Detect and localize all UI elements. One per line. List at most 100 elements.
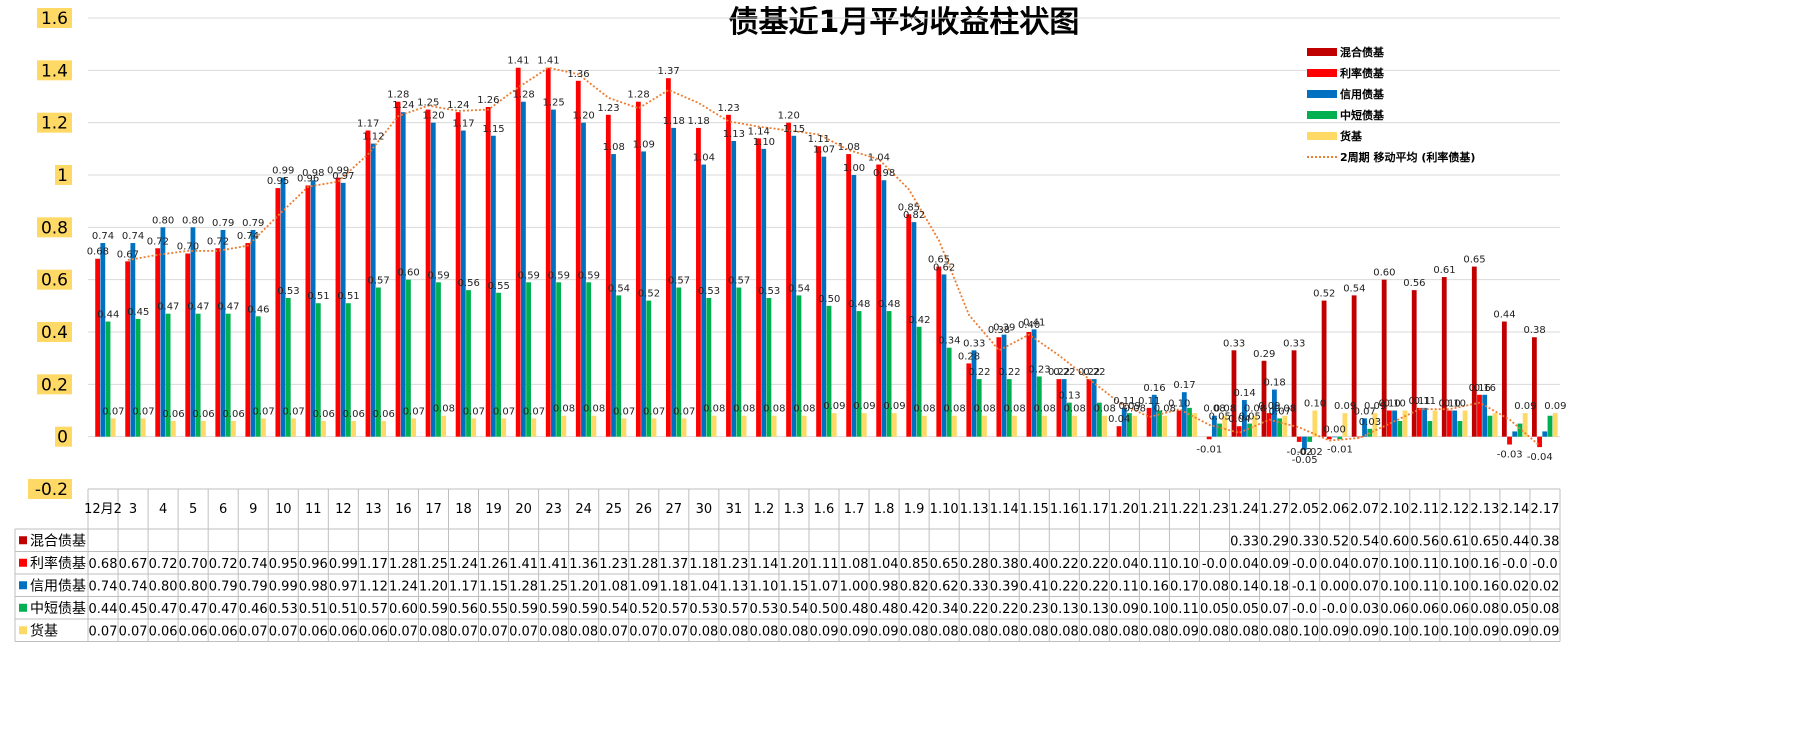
y-tick-highlight <box>37 374 72 395</box>
table-cell: 0.56 <box>1410 534 1439 549</box>
bar <box>886 311 892 437</box>
y-tick-label: 0.2 <box>41 375 68 395</box>
bar <box>635 101 641 437</box>
legend-swatch <box>1307 111 1337 119</box>
data-label: 0.22 <box>1053 367 1075 378</box>
bar <box>531 418 537 437</box>
table-cell: 0.10 <box>1290 624 1319 639</box>
table-cell: -0.0 <box>1502 557 1527 572</box>
bar <box>921 415 927 437</box>
data-label: 0.08 <box>1094 404 1116 415</box>
table-cell: 0.07 <box>509 624 538 639</box>
x-tick-label: 2.17 <box>1531 502 1560 517</box>
y-tick-highlight <box>37 269 72 290</box>
data-label: 0.61 <box>1433 265 1455 276</box>
x-tick-label: 1.9 <box>904 502 925 517</box>
table-cell: 0.10 <box>1380 624 1409 639</box>
bar <box>676 287 682 437</box>
data-label: -0.04 <box>1527 452 1553 463</box>
bar <box>951 415 957 437</box>
table-cell: 0.05 <box>1230 602 1259 617</box>
data-label: 1.04 <box>868 153 890 164</box>
table-cell: 0.08 <box>1470 602 1499 617</box>
x-tick-label: 2.11 <box>1410 502 1439 517</box>
legend-label: 货基 <box>1339 129 1363 143</box>
bar <box>1402 410 1408 437</box>
data-label: 0.00 <box>1324 425 1346 436</box>
x-tick-label: 2.10 <box>1380 502 1409 517</box>
bar <box>1307 436 1313 442</box>
data-label: 0.06 <box>222 409 244 420</box>
table-cell: 0.51 <box>299 602 328 617</box>
y-tick-highlight <box>55 426 72 447</box>
table-cell: 0.09 <box>1350 624 1379 639</box>
data-label: 0.72 <box>147 236 169 247</box>
data-label: 1.10 <box>753 137 775 148</box>
table-cell: 0.09 <box>1531 624 1560 639</box>
bar <box>1351 295 1357 437</box>
bar <box>826 305 832 437</box>
table-cell: 0.07 <box>269 624 298 639</box>
data-label: 0.56 <box>458 278 480 289</box>
table-cell: 0.60 <box>389 602 418 617</box>
bar <box>130 243 136 437</box>
table-row-swatch <box>19 603 27 612</box>
data-label: 0.09 <box>853 401 875 412</box>
bar <box>731 140 737 437</box>
data-label: 0.51 <box>307 291 329 302</box>
data-label: 0.99 <box>327 166 349 177</box>
moving-average-trendline <box>127 66 1541 447</box>
bar <box>485 106 491 437</box>
data-label: 0.08 <box>703 404 725 415</box>
data-label: 0.28 <box>958 351 980 362</box>
y-tick-highlight <box>55 165 72 185</box>
table-cell: 0.56 <box>449 602 478 617</box>
data-labels: 0.33 0.29 0.33 0.52 0.54 0.60 0.56 0.61 0.65 0.44… <box>87 56 1567 466</box>
table-cell: 0.48 <box>870 602 899 617</box>
bar <box>1247 423 1252 437</box>
bar <box>791 135 797 437</box>
x-tick-label: 1.22 <box>1170 502 1199 517</box>
table-cell: 0.99 <box>329 557 358 572</box>
bar <box>345 303 351 437</box>
table-cell: 0.47 <box>179 602 208 617</box>
data-label: 1.15 <box>783 124 805 135</box>
bar <box>1321 300 1327 437</box>
bar <box>220 229 226 437</box>
table-cell: 0.16 <box>1470 557 1499 572</box>
data-label: 0.11 <box>1408 396 1430 407</box>
table-cell: 0.07 <box>1350 579 1379 594</box>
table-cell: 1.15 <box>779 579 808 594</box>
x-tick-label: 1.21 <box>1140 502 1169 517</box>
table-cell: 0.06 <box>209 624 238 639</box>
bar <box>1452 410 1458 437</box>
data-label: 0.09 <box>823 401 845 412</box>
data-label: 0.09 <box>1118 401 1140 412</box>
bar <box>125 261 131 437</box>
bar <box>315 303 321 437</box>
bar <box>906 214 912 437</box>
bar <box>966 363 972 437</box>
data-label: 0.09 <box>1514 401 1536 412</box>
table-cell: 0.07 <box>599 624 628 639</box>
x-tick-label: 1.7 <box>844 502 865 517</box>
table-cell: 0.48 <box>840 602 869 617</box>
table-cell: 0.08 <box>1080 624 1109 639</box>
bar <box>1332 436 1337 438</box>
data-label: 0.08 <box>1244 404 1266 415</box>
table-cell: 0.68 <box>89 557 118 572</box>
table-row-label: 货基 <box>30 622 58 639</box>
data-label: -0.05 <box>1292 455 1318 466</box>
bar <box>1381 279 1387 437</box>
data-label: 0.05 <box>1239 412 1261 423</box>
bar <box>1072 415 1077 437</box>
x-tick-label: 2.07 <box>1350 502 1379 517</box>
bar <box>941 274 947 437</box>
data-label: 1.41 <box>507 56 529 67</box>
bar <box>230 420 236 437</box>
table-cell: 0.16 <box>1140 579 1169 594</box>
bar <box>801 415 807 437</box>
x-tick-label: 2.05 <box>1290 502 1319 517</box>
bar <box>1487 415 1493 437</box>
table-cell: -0.0 <box>1202 557 1227 572</box>
